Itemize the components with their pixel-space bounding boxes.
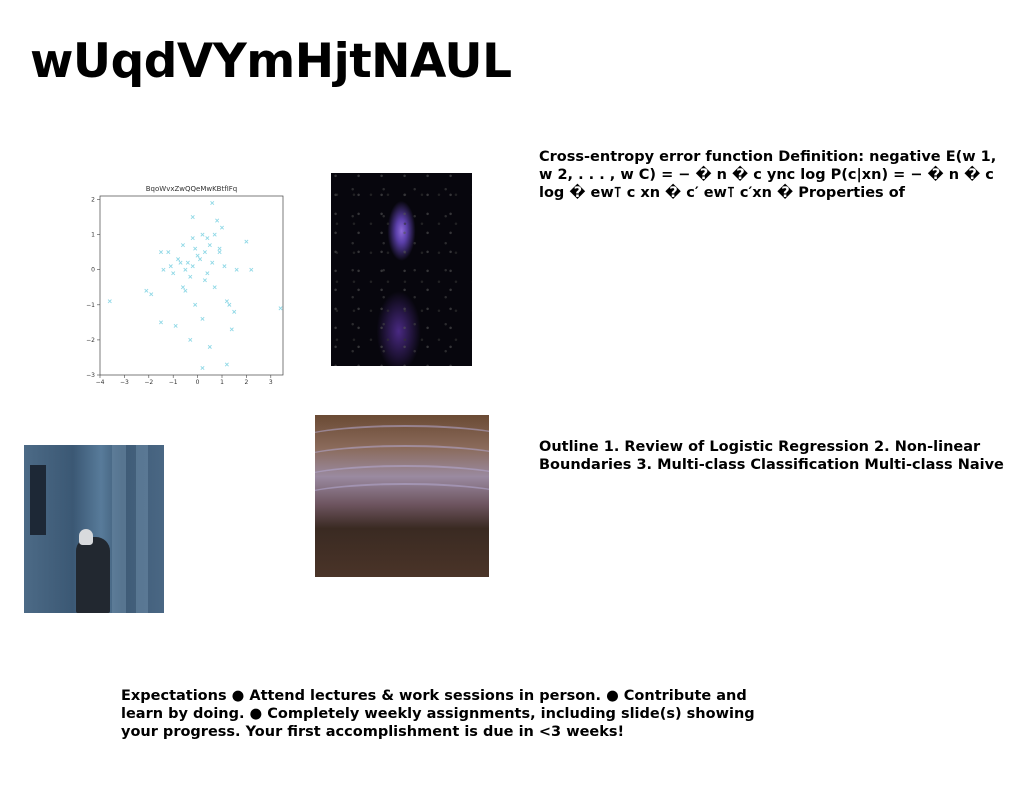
scatter-point bbox=[210, 260, 215, 265]
scatter-point bbox=[244, 239, 249, 244]
scatter-point bbox=[200, 365, 205, 370]
scatter-point bbox=[205, 236, 210, 241]
scatter-point bbox=[188, 337, 193, 342]
scatter-point bbox=[149, 292, 154, 297]
scatter-point bbox=[278, 306, 283, 311]
scatter-point bbox=[202, 250, 207, 255]
text-block-outline: Outline 1. Review of Logistic Regression… bbox=[539, 439, 1004, 473]
scatter-point bbox=[232, 309, 237, 314]
y-tick-label: 2 bbox=[91, 197, 95, 204]
x-tick-label: 3 bbox=[269, 379, 273, 386]
scatter-point bbox=[161, 267, 166, 272]
scatter-point bbox=[217, 246, 222, 251]
scatter-point bbox=[219, 225, 225, 230]
scatter-point bbox=[200, 232, 205, 237]
scatter-point bbox=[144, 288, 149, 293]
scatter-point bbox=[217, 250, 222, 255]
scatter-point bbox=[205, 271, 210, 276]
scatter-point bbox=[166, 250, 171, 255]
scatter-point bbox=[180, 285, 185, 290]
scatter-point bbox=[183, 288, 188, 293]
scatter-plot-svg: BqoWvxZwQQeMwKBtfIFq−4 −3 −2 −1 0 1 2 3210−1−2−… bbox=[86, 185, 284, 386]
scatter-point bbox=[185, 260, 190, 265]
scatter-point bbox=[190, 236, 195, 241]
y-tick-label: −2 bbox=[86, 337, 95, 344]
scatter-point bbox=[171, 271, 176, 276]
scatter-point bbox=[193, 246, 198, 251]
x-tick-label: −3 bbox=[120, 379, 129, 386]
scatter-point bbox=[212, 232, 217, 237]
scatter-point bbox=[168, 264, 173, 269]
scatter-point bbox=[180, 243, 185, 248]
x-tick-label: −2 bbox=[144, 379, 153, 386]
scatter-point bbox=[207, 344, 212, 349]
slide-title: wUqdVYmHjtNAUL bbox=[30, 34, 512, 89]
nebula-photo bbox=[331, 173, 472, 366]
text-block-expectations: Expectations ● Attend lectures & work se… bbox=[121, 688, 755, 740]
scatter-point bbox=[173, 323, 178, 328]
scatter-point bbox=[178, 260, 183, 265]
y-tick-label: −3 bbox=[86, 372, 95, 379]
scatter-point bbox=[195, 253, 200, 258]
scatter-point bbox=[229, 327, 234, 332]
scatter-point bbox=[202, 278, 207, 283]
scatter-point bbox=[190, 215, 195, 220]
scatter-point bbox=[222, 264, 227, 269]
x-tick-label: 2 bbox=[244, 379, 248, 386]
scatter-point bbox=[215, 218, 220, 223]
x-tick-label: 1 bbox=[220, 379, 224, 386]
scatter-point bbox=[210, 201, 215, 206]
scatter-point bbox=[193, 302, 198, 307]
scatter-point bbox=[190, 264, 195, 269]
y-tick-label: 0 bbox=[91, 267, 95, 274]
x-tick-label: −4 bbox=[96, 379, 105, 386]
text-block-cross-entropy: Cross-entropy error function Definition:… bbox=[539, 149, 997, 201]
y-tick-label: −1 bbox=[86, 302, 95, 309]
y-tick-label: 1 bbox=[91, 232, 95, 239]
scatter-point bbox=[227, 302, 232, 307]
scatter-point bbox=[234, 267, 239, 272]
man-by-building-photo bbox=[24, 445, 164, 613]
x-tick-label: 0 bbox=[196, 379, 200, 386]
scatter-point bbox=[158, 250, 164, 255]
scatter-plot: BqoWvxZwQQeMwKBtfIFq −4 −3 −2 −1 0 1 2 3 2 1 0 −1 −2−… bbox=[86, 180, 291, 390]
scatter-point bbox=[212, 285, 217, 290]
scatter-point bbox=[224, 299, 229, 304]
scatter-point bbox=[198, 257, 203, 262]
scatter-point bbox=[183, 267, 188, 272]
x-tick-label: −1 bbox=[169, 379, 178, 386]
sand-dunes-photo bbox=[315, 415, 489, 577]
scatter-point bbox=[207, 243, 212, 248]
scatter-point bbox=[224, 362, 229, 367]
scatter-point bbox=[107, 299, 112, 304]
scatter-point bbox=[200, 316, 205, 321]
chart-title: BqoWvxZwQQeMwKBtfIFq bbox=[146, 185, 237, 193]
scatter-point bbox=[249, 267, 254, 272]
scatter-point bbox=[176, 257, 181, 262]
scatter-point bbox=[188, 274, 193, 279]
scatter-point bbox=[158, 320, 164, 325]
plot-frame bbox=[99, 195, 284, 376]
